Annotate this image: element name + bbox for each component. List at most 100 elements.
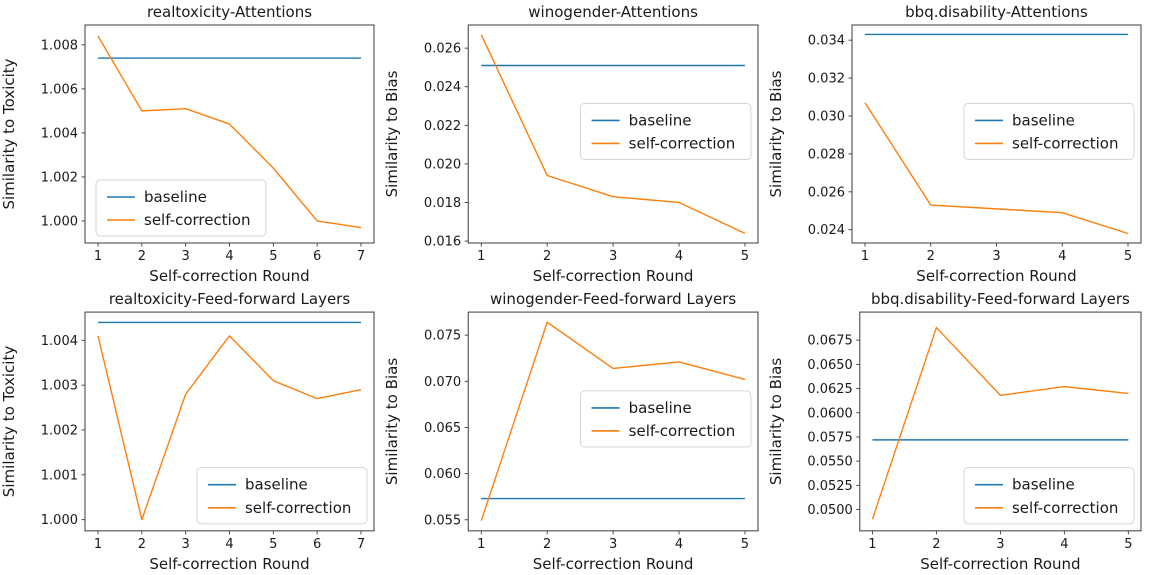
legend-label-self-correction: self-correction <box>245 499 351 517</box>
y-tick-label: 0.0525 <box>807 479 852 494</box>
y-tick-label: 0.0600 <box>807 406 852 421</box>
legend-label-baseline: baseline <box>1012 111 1075 129</box>
chart-realtoxicity-attentions: realtoxicity-Attentions Similarity to Tox… <box>0 3 375 285</box>
axes-box <box>84 311 375 532</box>
y-axis-label: Similarity to Bias <box>383 358 401 485</box>
self-correction-line <box>864 102 1129 235</box>
x-tick-label: 3 <box>609 249 617 264</box>
subplot-bbq-disability-feed-forward-layers: bbq.disability-Feed-forward Layers Simila… <box>767 287 1150 575</box>
y-tick-label: 0.0675 <box>807 334 852 349</box>
x-tick-label: 1 <box>94 249 102 264</box>
y-tick-label: 0.0575 <box>807 430 852 445</box>
legend-label-self-correction: self-correction <box>1012 134 1118 152</box>
x-tick-label: 5 <box>741 249 749 264</box>
x-tick-label: 2 <box>543 249 551 264</box>
chart-bbq-disability-feed-forward-layers: bbq.disability-Feed-forward Layers Simila… <box>767 290 1142 573</box>
x-axis-label: Self-correction Round <box>149 267 309 285</box>
y-axis-label: Similarity to Bias <box>767 358 785 486</box>
y-tick-label: 1.001 <box>41 468 78 483</box>
chart-realtoxicity-feed-forward-layers: realtoxicity-Feed-forward Layers Similari… <box>0 290 375 573</box>
y-axis: 0.0500 0.0525 0.0550 0.0575 0.0600 0.0625 0.06… <box>807 334 860 518</box>
y-tick-label: 0.026 <box>424 42 461 57</box>
x-tick-label: 4 <box>1060 537 1068 552</box>
y-tick-label: 0.0650 <box>807 358 852 373</box>
legend: baseline self-correction <box>580 390 752 448</box>
x-tick-label: 4 <box>1058 249 1066 264</box>
legend-label-baseline: baseline <box>144 188 207 206</box>
x-axis-label: Self-correction Round <box>920 555 1080 573</box>
legend: baseline self-correction <box>963 467 1135 525</box>
x-tick-label: 2 <box>932 537 940 552</box>
legend-label-baseline: baseline <box>1012 476 1075 494</box>
legend: baseline self-correction <box>963 102 1135 160</box>
legend-box <box>580 102 752 160</box>
y-axis: 0.055 0.060 0.065 0.070 0.075 <box>424 329 469 528</box>
axes-box <box>467 311 759 532</box>
y-tick-label: 0.026 <box>808 185 845 200</box>
axes-box <box>467 24 759 244</box>
y-tick-label: 0.024 <box>808 223 845 238</box>
subplot-winogender-feed-forward-layers: winogender-Feed-forward Layers Similarity… <box>383 287 767 575</box>
y-tick-label: 1.008 <box>41 38 78 53</box>
y-tick-label: 0.016 <box>424 235 461 250</box>
x-tick-label: 1 <box>868 537 876 552</box>
chart-title: winogender-Attentions <box>528 3 698 21</box>
y-tick-label: 1.004 <box>41 334 78 349</box>
y-tick-label: 0.0550 <box>807 455 852 470</box>
y-tick-label: 1.002 <box>41 423 78 438</box>
x-axis-label: Self-correction Round <box>149 555 309 573</box>
y-tick-label: 0.022 <box>424 119 461 134</box>
y-axis-label: Similarity to Bias <box>767 70 785 197</box>
y-tick-label: 0.028 <box>808 147 845 162</box>
x-tick-label: 4 <box>675 249 683 264</box>
x-tick-label: 1 <box>94 537 102 552</box>
chart-title: realtoxicity-Attentions <box>147 3 312 21</box>
y-tick-label: 1.002 <box>41 170 78 185</box>
y-tick-label: 0.055 <box>424 513 461 528</box>
x-tick-label: 6 <box>313 537 321 552</box>
legend-label-self-correction: self-correction <box>1012 499 1118 517</box>
x-axis: 1 2 3 4 5 6 7 <box>94 243 365 264</box>
y-tick-label: 0.065 <box>424 421 461 436</box>
x-tick-label: 3 <box>992 249 1000 264</box>
axes-box <box>859 311 1142 532</box>
x-tick-label: 4 <box>675 537 683 552</box>
x-tick-label: 2 <box>543 537 551 552</box>
x-tick-label: 3 <box>182 249 190 264</box>
y-tick-label: 1.000 <box>41 513 78 528</box>
legend-label-baseline: baseline <box>629 111 692 129</box>
self-correction-line <box>97 35 362 229</box>
axes-box <box>851 24 1142 244</box>
legend: baseline self-correction <box>95 179 267 237</box>
x-axis: 1 2 3 4 5 6 7 <box>94 530 365 552</box>
legend-label-baseline: baseline <box>629 399 692 417</box>
y-tick-label: 0.0625 <box>807 382 852 397</box>
legend: baseline self-correction <box>580 102 752 160</box>
y-tick-label: 0.020 <box>424 157 461 172</box>
x-tick-label: 3 <box>609 537 617 552</box>
y-tick-label: 0.032 <box>808 72 845 87</box>
subplot-bbq-disability-attentions: bbq.disability-Attentions Similarity to B… <box>767 0 1150 287</box>
x-tick-label: 2 <box>138 249 146 264</box>
y-axis-label: Similarity to Toxicity <box>0 346 18 498</box>
x-tick-label: 7 <box>357 537 365 552</box>
x-tick-label: 5 <box>269 537 277 552</box>
legend-label-self-correction: self-correction <box>629 422 736 440</box>
y-tick-label: 0.070 <box>424 375 461 390</box>
y-tick-label: 0.034 <box>808 34 845 49</box>
y-tick-label: 1.003 <box>41 379 78 394</box>
legend-box <box>963 467 1135 525</box>
y-tick-label: 0.024 <box>424 80 461 95</box>
chart-winogender-attentions: winogender-Attentions Similarity to Bias S… <box>383 3 759 285</box>
legend-box <box>963 102 1135 160</box>
x-tick-label: 2 <box>927 249 935 264</box>
y-tick-label: 0.075 <box>424 329 461 344</box>
y-axis: 1.000 1.002 1.004 1.006 1.008 <box>41 38 85 229</box>
y-tick-label: 0.060 <box>424 467 461 482</box>
y-tick-label: 0.018 <box>424 196 461 211</box>
chart-bbq-disability-attentions: bbq.disability-Attentions Similarity to B… <box>767 3 1142 285</box>
x-axis-label: Self-correction Round <box>533 267 694 285</box>
x-tick-label: 5 <box>269 249 277 264</box>
x-tick-label: 5 <box>1124 249 1132 264</box>
